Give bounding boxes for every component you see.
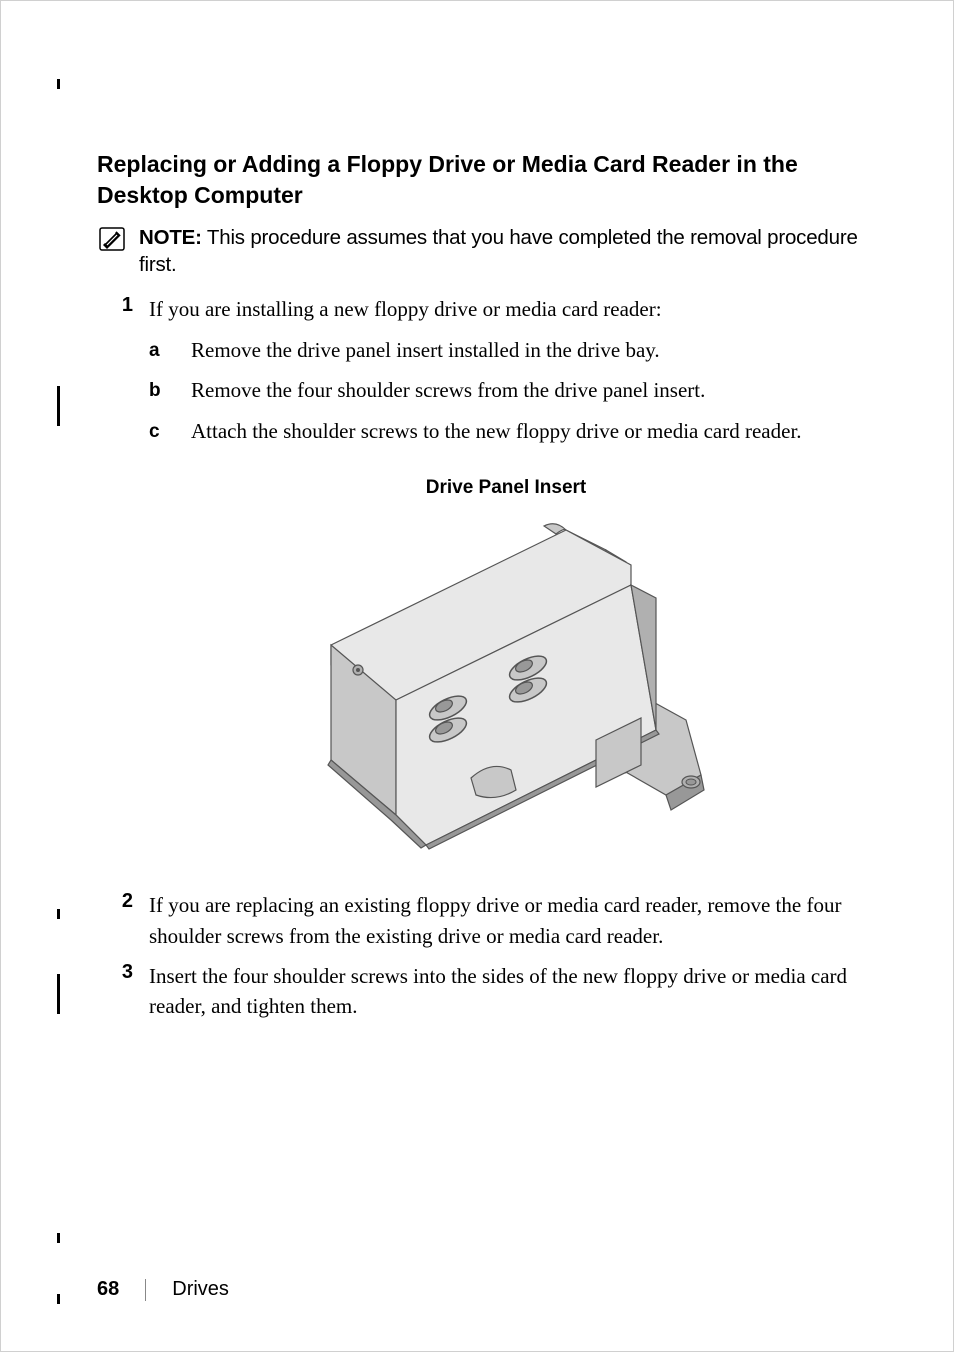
- revision-bar: [57, 386, 60, 426]
- page-footer: 68 Drives: [97, 1278, 229, 1301]
- step-number: 1: [97, 294, 133, 317]
- page-number: 68: [97, 1278, 119, 1301]
- revision-bar: [57, 79, 60, 89]
- step-text: If you are replacing an existing floppy …: [133, 890, 863, 951]
- step-item: 2 If you are replacing an existing flopp…: [97, 890, 863, 951]
- substep-item: c Attach the shoulder screws to the new …: [149, 416, 863, 446]
- substep-letter: a: [149, 335, 179, 365]
- step-list: 1 If you are installing a new floppy dri…: [97, 294, 863, 1021]
- substep-letter: b: [149, 375, 179, 405]
- step-item: 1 If you are installing a new floppy dri…: [97, 294, 863, 880]
- step-text: If you are installing a new floppy drive…: [149, 297, 662, 321]
- drive-panel-insert-illustration: [296, 520, 716, 858]
- figure-block: Drive Panel Insert: [149, 474, 863, 858]
- substep-item: b Remove the four shoulder screws from t…: [149, 375, 863, 405]
- substep-letter: c: [149, 416, 179, 446]
- substep-text: Attach the shoulder screws to the new fl…: [179, 416, 863, 446]
- footer-separator: [145, 1279, 146, 1301]
- step-item: 3 Insert the four shoulder screws into t…: [97, 961, 863, 1022]
- revision-bar: [57, 1294, 60, 1304]
- step-number: 3: [97, 961, 133, 984]
- section-heading: Replacing or Adding a Floppy Drive or Me…: [97, 149, 863, 211]
- step-body: If you are installing a new floppy drive…: [133, 294, 863, 880]
- step-number: 2: [97, 890, 133, 913]
- revision-bar: [57, 1233, 60, 1243]
- note-block: NOTE: This procedure assumes that you ha…: [99, 225, 863, 278]
- note-body: This procedure assumes that you have com…: [139, 226, 858, 276]
- substep-item: a Remove the drive panel insert installe…: [149, 335, 863, 365]
- revision-bar: [57, 974, 60, 1014]
- step-text: Insert the four shoulder screws into the…: [133, 961, 863, 1022]
- footer-section: Drives: [172, 1278, 229, 1301]
- revision-bar: [57, 909, 60, 919]
- note-pencil-icon: [99, 227, 125, 256]
- substep-text: Remove the drive panel insert installed …: [179, 335, 863, 365]
- note-text: NOTE: This procedure assumes that you ha…: [139, 225, 863, 278]
- figure-title: Drive Panel Insert: [149, 474, 863, 502]
- substep-text: Remove the four shoulder screws from the…: [179, 375, 863, 405]
- substep-list: a Remove the drive panel insert installe…: [149, 335, 863, 446]
- note-label: NOTE:: [139, 226, 202, 249]
